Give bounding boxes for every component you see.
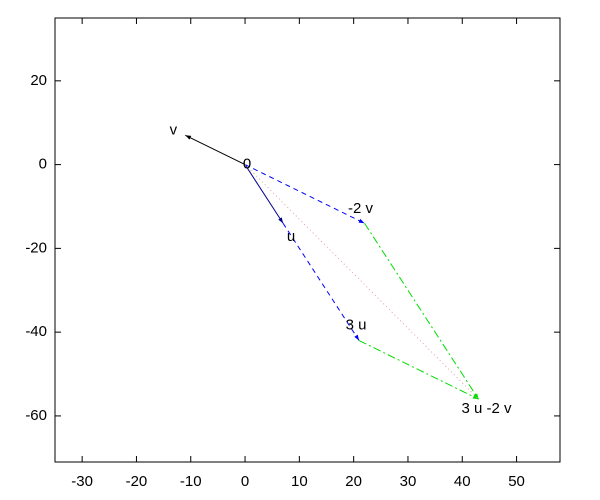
vector [358, 340, 479, 400]
x-tick-label: -20 [126, 473, 148, 490]
x-tick-label: 40 [454, 473, 471, 490]
y-tick-label: 20 [30, 72, 47, 89]
point-label: u [287, 228, 295, 245]
arrow-head [472, 394, 479, 400]
arrow-head [358, 218, 365, 224]
y-tick-label: -20 [25, 239, 47, 256]
vector [244, 164, 365, 224]
plot-frame [54, 17, 561, 463]
y-tick-label: -60 [25, 407, 47, 424]
point-label: 3 u [346, 316, 367, 333]
vector [244, 164, 284, 224]
point-label: -2 v [348, 200, 374, 217]
x-tick-label: -30 [71, 473, 93, 490]
vector [185, 134, 246, 166]
vector [364, 222, 479, 400]
x-tick-label: 20 [345, 473, 362, 490]
x-tick-label: 50 [508, 473, 525, 490]
arrow-head [354, 334, 360, 341]
x-tick-label: 0 [241, 473, 249, 490]
point-label: 3 u -2 v [462, 400, 513, 417]
point-label: 0 [243, 156, 251, 173]
y-tick-label: 0 [39, 156, 47, 173]
arrow-head [278, 217, 284, 224]
y-tick-label: -40 [25, 323, 47, 340]
point-label: v [170, 121, 178, 138]
x-tick-label: -10 [180, 473, 202, 490]
arrow-head [473, 393, 479, 400]
arrow-head [185, 135, 192, 140]
x-tick-label: 10 [291, 473, 308, 490]
x-tick-label: 30 [400, 473, 417, 490]
